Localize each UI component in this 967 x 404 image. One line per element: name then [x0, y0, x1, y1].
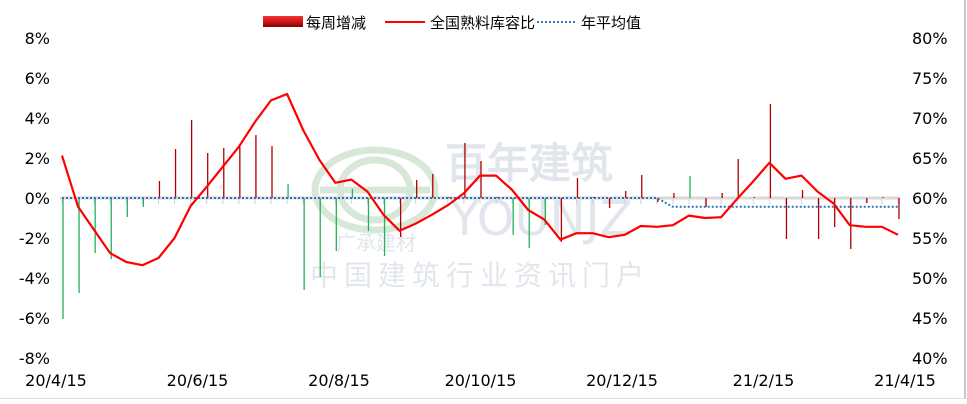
- watermark-sub: 广承建材: [336, 231, 416, 255]
- watermark-brand: 百年建筑: [445, 139, 613, 188]
- left-tick-label: -6%: [19, 309, 50, 328]
- legend-swatch-bar: [263, 16, 303, 27]
- x-tick-label: 20/12/15: [586, 371, 658, 390]
- x-tick-label: 21/4/15: [874, 371, 936, 390]
- watermark: 百年建筑 YOUNJZ 中国建筑行业资讯门户 广承建材: [310, 139, 650, 292]
- x-tick-label: 20/8/15: [308, 371, 370, 390]
- right-tick-label: 65%: [912, 149, 948, 168]
- legend-label-average: 年平均值: [581, 14, 641, 32]
- right-tick-label: 45%: [912, 309, 948, 328]
- x-tick-label: 20/4/15: [25, 371, 87, 390]
- left-tick-label: -2%: [19, 229, 50, 248]
- right-tick-label: 60%: [912, 189, 948, 208]
- legend-label-bar: 每周增减: [306, 14, 366, 32]
- legend: 每周增减 全国熟料库容比 年平均值: [263, 14, 641, 32]
- legend-label-line: 全国熟料库容比: [430, 14, 535, 32]
- right-tick-label: 50%: [912, 269, 948, 288]
- left-tick-label: -8%: [19, 349, 50, 368]
- x-tick-label: 21/2/15: [733, 371, 795, 390]
- watermark-tagline: 中国建筑行业资讯门户: [310, 259, 650, 292]
- left-tick-label: -4%: [19, 269, 50, 288]
- left-tick-label: 2%: [25, 149, 50, 168]
- left-axis: 8% 6% 4% 2% 0% -2% -4% -6% -8%: [19, 29, 50, 368]
- right-tick-label: 70%: [912, 109, 948, 128]
- left-tick-label: 0%: [25, 189, 50, 208]
- left-tick-label: 6%: [25, 69, 50, 88]
- left-tick-label: 8%: [25, 29, 50, 48]
- right-axis: 80% 75% 70% 65% 60% 55% 50% 45% 40%: [912, 29, 948, 368]
- right-tick-label: 40%: [912, 349, 948, 368]
- x-tick-label: 20/6/15: [167, 371, 229, 390]
- x-tick-label: 20/10/15: [445, 371, 517, 390]
- right-tick-label: 80%: [912, 29, 948, 48]
- right-tick-label: 75%: [912, 69, 948, 88]
- right-tick-label: 55%: [912, 229, 948, 248]
- left-tick-label: 4%: [25, 109, 50, 128]
